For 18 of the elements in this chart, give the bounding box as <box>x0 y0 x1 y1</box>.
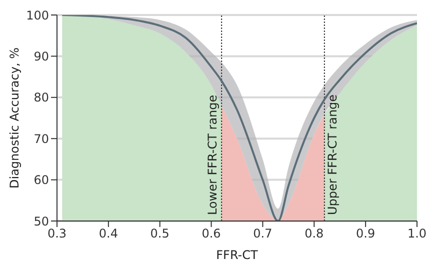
x-tick-label: 0.6 <box>202 226 221 241</box>
y-tick-label: 90 <box>34 49 49 64</box>
y-tick-label: 70 <box>34 132 49 146</box>
y-tick-label: 100 <box>26 8 49 22</box>
y-tick-label: 60 <box>34 173 49 188</box>
y-tick-label: 50 <box>34 214 49 228</box>
x-tick-label: 1.0 <box>407 226 427 241</box>
ref-line-label: Lower FFR-CT range <box>206 94 220 215</box>
x-tick-label: 0.5 <box>150 226 170 241</box>
x-tick-label: 0.8 <box>304 226 324 241</box>
x-tick-label: 0.4 <box>98 226 118 241</box>
x-tick-label: 0.7 <box>253 226 272 241</box>
ref-line-label: Upper FFR-CT range <box>325 94 340 215</box>
x-tick-label: 0.9 <box>356 226 376 241</box>
y-axis-title: Diagnostic Accuracy, % <box>7 47 22 189</box>
x-tick-label: 0.3 <box>47 226 67 241</box>
x-axis-title: FFR-CT <box>216 248 259 262</box>
y-tick-label: 80 <box>34 90 49 105</box>
